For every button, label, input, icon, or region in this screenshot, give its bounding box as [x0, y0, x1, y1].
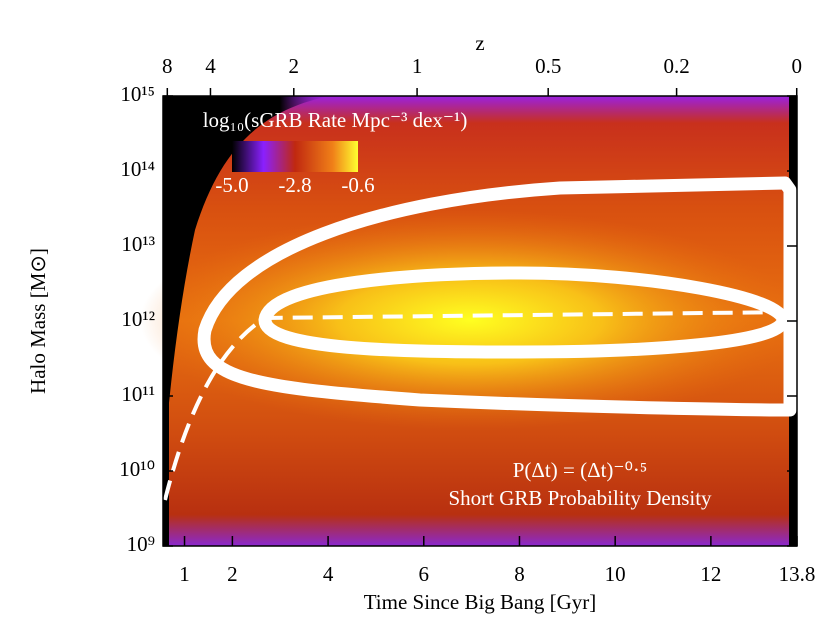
contour-outer	[197, 176, 797, 417]
x-tick-label: 10	[605, 562, 626, 586]
x2-axis-label: z	[475, 31, 484, 55]
y-tick-label: 10⁹	[127, 532, 155, 556]
x-tick-label: 2	[227, 562, 238, 586]
x2-tick-label: 1	[412, 54, 423, 78]
x-tick-label: 6	[419, 562, 430, 586]
contour-inner	[258, 266, 790, 359]
x2-tick-label: 0.2	[663, 54, 689, 78]
colorbar-tick-label: -5.0	[215, 173, 248, 197]
x2-tick-label: 0	[791, 54, 802, 78]
x-axis-label: Time Since Big Bang [Gyr]	[364, 590, 597, 614]
x-tick-label: 12	[700, 562, 721, 586]
y-axis-label: Halo Mass [M⊙]	[26, 248, 50, 394]
colorbar	[232, 141, 358, 172]
heatmap	[140, 96, 800, 546]
x2-tick-label: 8	[162, 54, 173, 78]
dashed-curve	[163, 310, 796, 501]
x2-tick-label: 4	[205, 54, 216, 78]
x-tick-label: 1	[179, 562, 190, 586]
annotation: Short GRB Probability Density	[448, 486, 712, 510]
y-tick-label: 10¹⁵	[120, 82, 155, 106]
x-tick-label: 4	[323, 562, 334, 586]
colorbar-tick-label: -0.6	[341, 173, 374, 197]
y-tick-label: 10¹¹	[121, 382, 155, 406]
y-tick-label: 10¹⁴	[120, 157, 155, 181]
colorbar-label: log₁₀(sGRB Rate Mpc⁻³ dex⁻¹)	[203, 108, 468, 132]
colorbar-tick-label: -2.8	[278, 173, 311, 197]
x-tick-label: 8	[514, 562, 525, 586]
x-tick-label: 13.8	[779, 562, 816, 586]
y-tick-label: 10¹²	[121, 307, 155, 331]
y-tick-label: 10¹³	[121, 232, 155, 256]
x2-tick-label: 2	[289, 54, 300, 78]
y-tick-label: 10¹⁰	[119, 457, 155, 481]
x2-tick-label: 0.5	[535, 54, 561, 78]
annotation: P(Δt) = (Δt)⁻⁰·⁵	[513, 458, 648, 482]
